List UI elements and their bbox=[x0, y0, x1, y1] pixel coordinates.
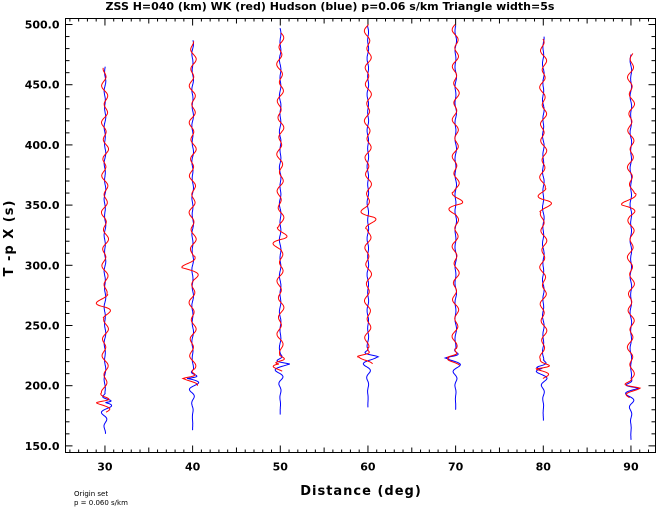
x-axis: 30 40 50 60 70 80 90 bbox=[69, 18, 649, 474]
hudson-trace-70 bbox=[443, 25, 461, 410]
hudson-trace-50 bbox=[274, 28, 290, 415]
x-tick-label: 50 bbox=[273, 461, 289, 474]
x-tick-label: 60 bbox=[360, 461, 376, 474]
slowness-note: p = 0.060 s/km bbox=[74, 499, 128, 507]
x-tick-label: 70 bbox=[448, 461, 464, 474]
origin-note: Origin set bbox=[74, 490, 108, 498]
wk-trace-90 bbox=[621, 53, 642, 399]
wk-trace-60 bbox=[356, 24, 377, 365]
y-tick-label: 500.0 bbox=[25, 19, 60, 32]
y-tick-label: 400.0 bbox=[25, 139, 60, 152]
hudson-trace-40 bbox=[187, 40, 200, 431]
y-axis-label: T -p X (s) bbox=[2, 200, 17, 277]
y-axis: 150.0 200.0 250.0 300.0 350.0 400.0 450.0 500.0 bbox=[25, 19, 656, 453]
x-tick-label: 80 bbox=[536, 461, 552, 474]
wk-trace-80 bbox=[535, 38, 553, 379]
y-tick-label: 200.0 bbox=[25, 380, 60, 393]
x-tick-label: 30 bbox=[97, 461, 113, 474]
x-tick-label: 90 bbox=[623, 461, 639, 474]
wk-trace-70 bbox=[446, 24, 464, 366]
hudson-trace-80 bbox=[535, 36, 548, 421]
wk-trace-30 bbox=[95, 67, 111, 413]
chart-title: ZSS H=040 (km) WK (red) Hudson (blue) p=… bbox=[106, 0, 555, 13]
y-tick-label: 350.0 bbox=[25, 199, 60, 212]
y-tick-label: 250.0 bbox=[25, 319, 60, 332]
wk-trace-40 bbox=[181, 41, 199, 386]
traces bbox=[95, 24, 642, 440]
y-tick-label: 300.0 bbox=[25, 259, 60, 272]
wk-trace-50 bbox=[272, 32, 288, 372]
y-tick-label: 150.0 bbox=[25, 440, 60, 453]
x-tick-label: 40 bbox=[185, 461, 201, 474]
y-tick-label: 450.0 bbox=[25, 79, 60, 92]
plot-frame bbox=[65, 18, 656, 453]
x-axis-label: Distance (deg) bbox=[300, 484, 422, 499]
